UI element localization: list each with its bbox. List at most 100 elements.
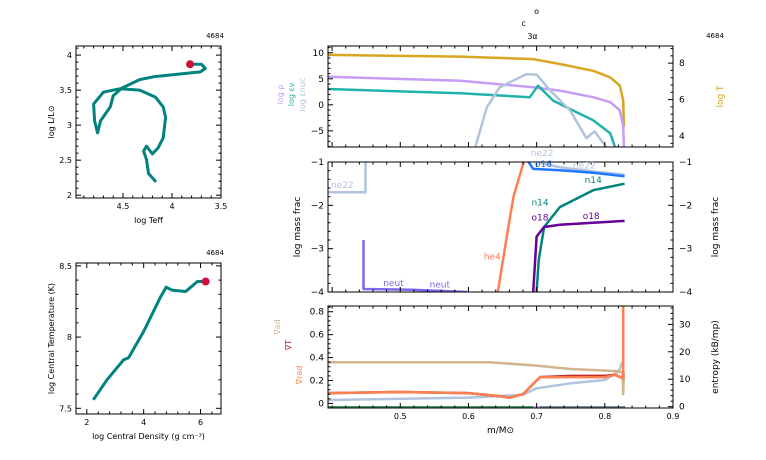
x-tick-label: 4.5: [117, 202, 130, 211]
y-tick-label: 0: [318, 101, 324, 111]
y-axis-label-0: ∇ad: [273, 319, 282, 335]
y-tick-label: −4: [311, 288, 325, 298]
y-tick-label: 2.5: [59, 156, 72, 165]
x-tick-label: 4: [169, 202, 174, 211]
y-axis-label-right: log T: [716, 85, 726, 108]
o18-label: o18: [583, 212, 600, 222]
o18-label: o18: [532, 214, 549, 224]
y-tick-label: 0.8: [310, 308, 325, 318]
plot-frame: [75, 262, 222, 415]
profile-top-panel: [327, 45, 674, 148]
mass-frac-panel: [327, 161, 674, 293]
logEpsNu-line: [328, 84, 617, 147]
entropy-line: [328, 361, 624, 402]
ne22-line: [538, 162, 625, 176]
o18-line: [531, 219, 625, 292]
burning-marker-c: c: [521, 19, 525, 28]
y-tick-label: 7.5: [59, 404, 72, 413]
x-tick-label: 2: [84, 418, 89, 427]
series-line: [92, 62, 207, 183]
plot-frame: [75, 45, 222, 199]
y-axis-label-right: entropy (kB/mp): [711, 320, 721, 394]
rho-t-panel: [75, 262, 222, 415]
y-tick-label: 0.2: [310, 376, 324, 386]
y-axis-label-0: log ρ: [276, 85, 285, 105]
y-tick-label: −3: [311, 245, 324, 255]
gradients-panel: [327, 305, 674, 409]
x-tick-label: 3.5: [215, 202, 228, 211]
y-tick-label-right: 10: [679, 375, 691, 385]
ne22-label: ne22: [573, 162, 596, 172]
model-number: 4684: [206, 249, 224, 257]
x-tick-label: 0.7: [530, 412, 543, 421]
y-tick-label-right: −3: [679, 245, 692, 255]
y-tick-label: −5: [311, 127, 324, 137]
y-tick-label-right: 20: [679, 348, 691, 358]
n14-label: n14: [531, 198, 548, 208]
model-number: 4684: [206, 32, 224, 40]
logRho-line: [328, 75, 626, 147]
current-model-marker: [201, 277, 210, 286]
y-tick-label-right: −1: [679, 158, 692, 168]
he4-label: he4: [484, 253, 501, 263]
ne22-line: [328, 162, 367, 194]
x-tick-label: 0.6: [462, 412, 475, 421]
he4-line: [496, 162, 525, 292]
y-tick-label-right: 4: [679, 132, 685, 142]
y-tick-label: 0.4: [310, 354, 325, 364]
y-tick-label-right: −2: [679, 201, 692, 211]
y-axis-label: log L/L⊙: [47, 105, 56, 138]
x-axis-label: log Central Density (g cm⁻³): [92, 432, 205, 441]
y-tick-label: 3.5: [59, 86, 72, 95]
y-axis-label: log mass frac: [293, 197, 303, 257]
y-axis-label-2: ∇rad: [295, 366, 304, 386]
y-axis-label-1: ∇T: [284, 340, 293, 351]
y-tick-label: 3: [67, 121, 72, 130]
y-tick-label-right: 8: [679, 59, 685, 69]
x-tick-label: 4: [141, 418, 146, 427]
x-tick-label: 6: [198, 418, 203, 427]
y-tick-label-right: 0: [679, 403, 685, 413]
y-tick-label: 2: [67, 191, 72, 200]
y-tick-label-right: −4: [679, 288, 693, 298]
y-tick-label: 0.6: [310, 331, 325, 341]
hr-panel: [75, 45, 222, 199]
ne22-label: ne22: [331, 181, 354, 191]
y-tick-label: −1: [311, 158, 324, 168]
series-line: [92, 280, 206, 401]
x-axis-label: log Teff: [134, 216, 163, 225]
neut-line: [362, 240, 468, 292]
y-axis-label-1: log εν: [287, 82, 296, 106]
logT-line: [328, 53, 626, 127]
y-tick-label: −2: [311, 201, 324, 211]
x-tick-label: 0.8: [598, 412, 611, 421]
x-axis-label: m/M⊙: [487, 426, 514, 436]
y-axis-label-2: log εnuc: [298, 78, 307, 112]
y-tick-label: 8: [67, 333, 72, 342]
logEpsNuc-line: [474, 72, 608, 147]
n14-line: [535, 182, 625, 292]
burning-marker-3α: 3α: [527, 32, 537, 41]
current-model-marker: [186, 60, 195, 69]
y-tick-label: 4: [67, 51, 72, 60]
y-axis-label: log Central Temperature (K): [47, 283, 56, 394]
y-tick-label: 10: [313, 49, 325, 59]
y-axis-label-right: log mass frac: [711, 197, 721, 257]
y-tick-label: 8.5: [59, 262, 72, 271]
plot-frame: [327, 161, 674, 293]
neut-label: neut: [430, 281, 451, 291]
model-number: 4684: [706, 32, 724, 40]
grad_rad-line: [328, 306, 625, 399]
o16-label: o16: [535, 160, 552, 170]
y-tick-label-right: 30: [679, 320, 691, 330]
burning-marker-o: o: [534, 7, 539, 16]
grad_ad-line: [328, 360, 626, 396]
o16-line: [527, 162, 625, 178]
y-tick-label-right: 6: [679, 96, 685, 106]
ne22-label: ne22: [531, 149, 554, 159]
y-tick-label: 0: [318, 399, 324, 409]
x-tick-label: 0.9: [667, 412, 680, 421]
n14-label: n14: [585, 176, 602, 186]
